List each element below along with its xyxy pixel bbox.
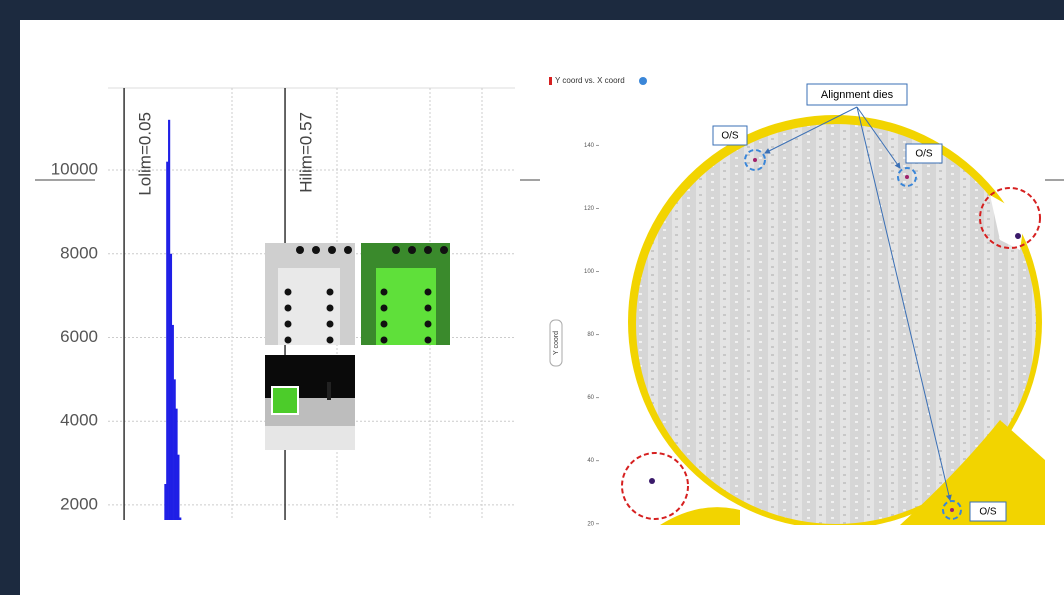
annotation: O/S (915, 149, 933, 160)
annotation-boxes (712, 83, 1007, 522)
y-tick-label: 60 (587, 395, 594, 401)
chart-title: Y coord vs. X coord (555, 76, 625, 85)
y-tick-label: 140 (584, 143, 595, 149)
bar (166, 161, 169, 520)
wafer-map (628, 115, 1045, 525)
bar (171, 324, 174, 520)
annotation: O/S (979, 507, 997, 518)
bar (177, 454, 180, 520)
annotation: O/S (721, 131, 739, 142)
arrows (764, 106, 952, 501)
y-tick-label: 6000 (60, 327, 98, 346)
y-axis-label: Y coord (553, 331, 560, 355)
y-tick-label: 40 (587, 458, 594, 464)
y-label-box (549, 319, 563, 367)
bar (164, 484, 167, 520)
die-dots (753, 158, 954, 512)
wafer-axis: 20 40 60 80 100 120 140 (584, 143, 599, 527)
y-tick-label: 4000 (60, 411, 98, 430)
bar (168, 119, 171, 520)
bar (179, 517, 182, 520)
legend-swatch (549, 77, 552, 85)
y-tick-label: 2000 (60, 494, 98, 513)
bar (175, 408, 178, 520)
info-icon (639, 77, 647, 85)
y-tick-label: 8000 (60, 243, 98, 262)
y-tick-label: 120 (584, 206, 595, 212)
limit-label: Lolim=0.05 (136, 112, 155, 196)
y-tick-label: 20 (587, 521, 594, 527)
inset-images (265, 243, 450, 450)
y-tick-label: 10000 (51, 160, 98, 179)
histogram-chart: 2000 4000 6000 8000 10000 Lolim=0.05 Hilim=0.5… (51, 88, 515, 520)
bar (169, 253, 173, 520)
annotation: Alignment dies (821, 89, 894, 101)
y-tick-label: 100 (584, 269, 595, 275)
limit-label: Hilim=0.57 (297, 112, 316, 193)
highlight-circles (621, 149, 1041, 520)
y-tick-label: 80 (587, 332, 594, 338)
bar (173, 379, 176, 520)
